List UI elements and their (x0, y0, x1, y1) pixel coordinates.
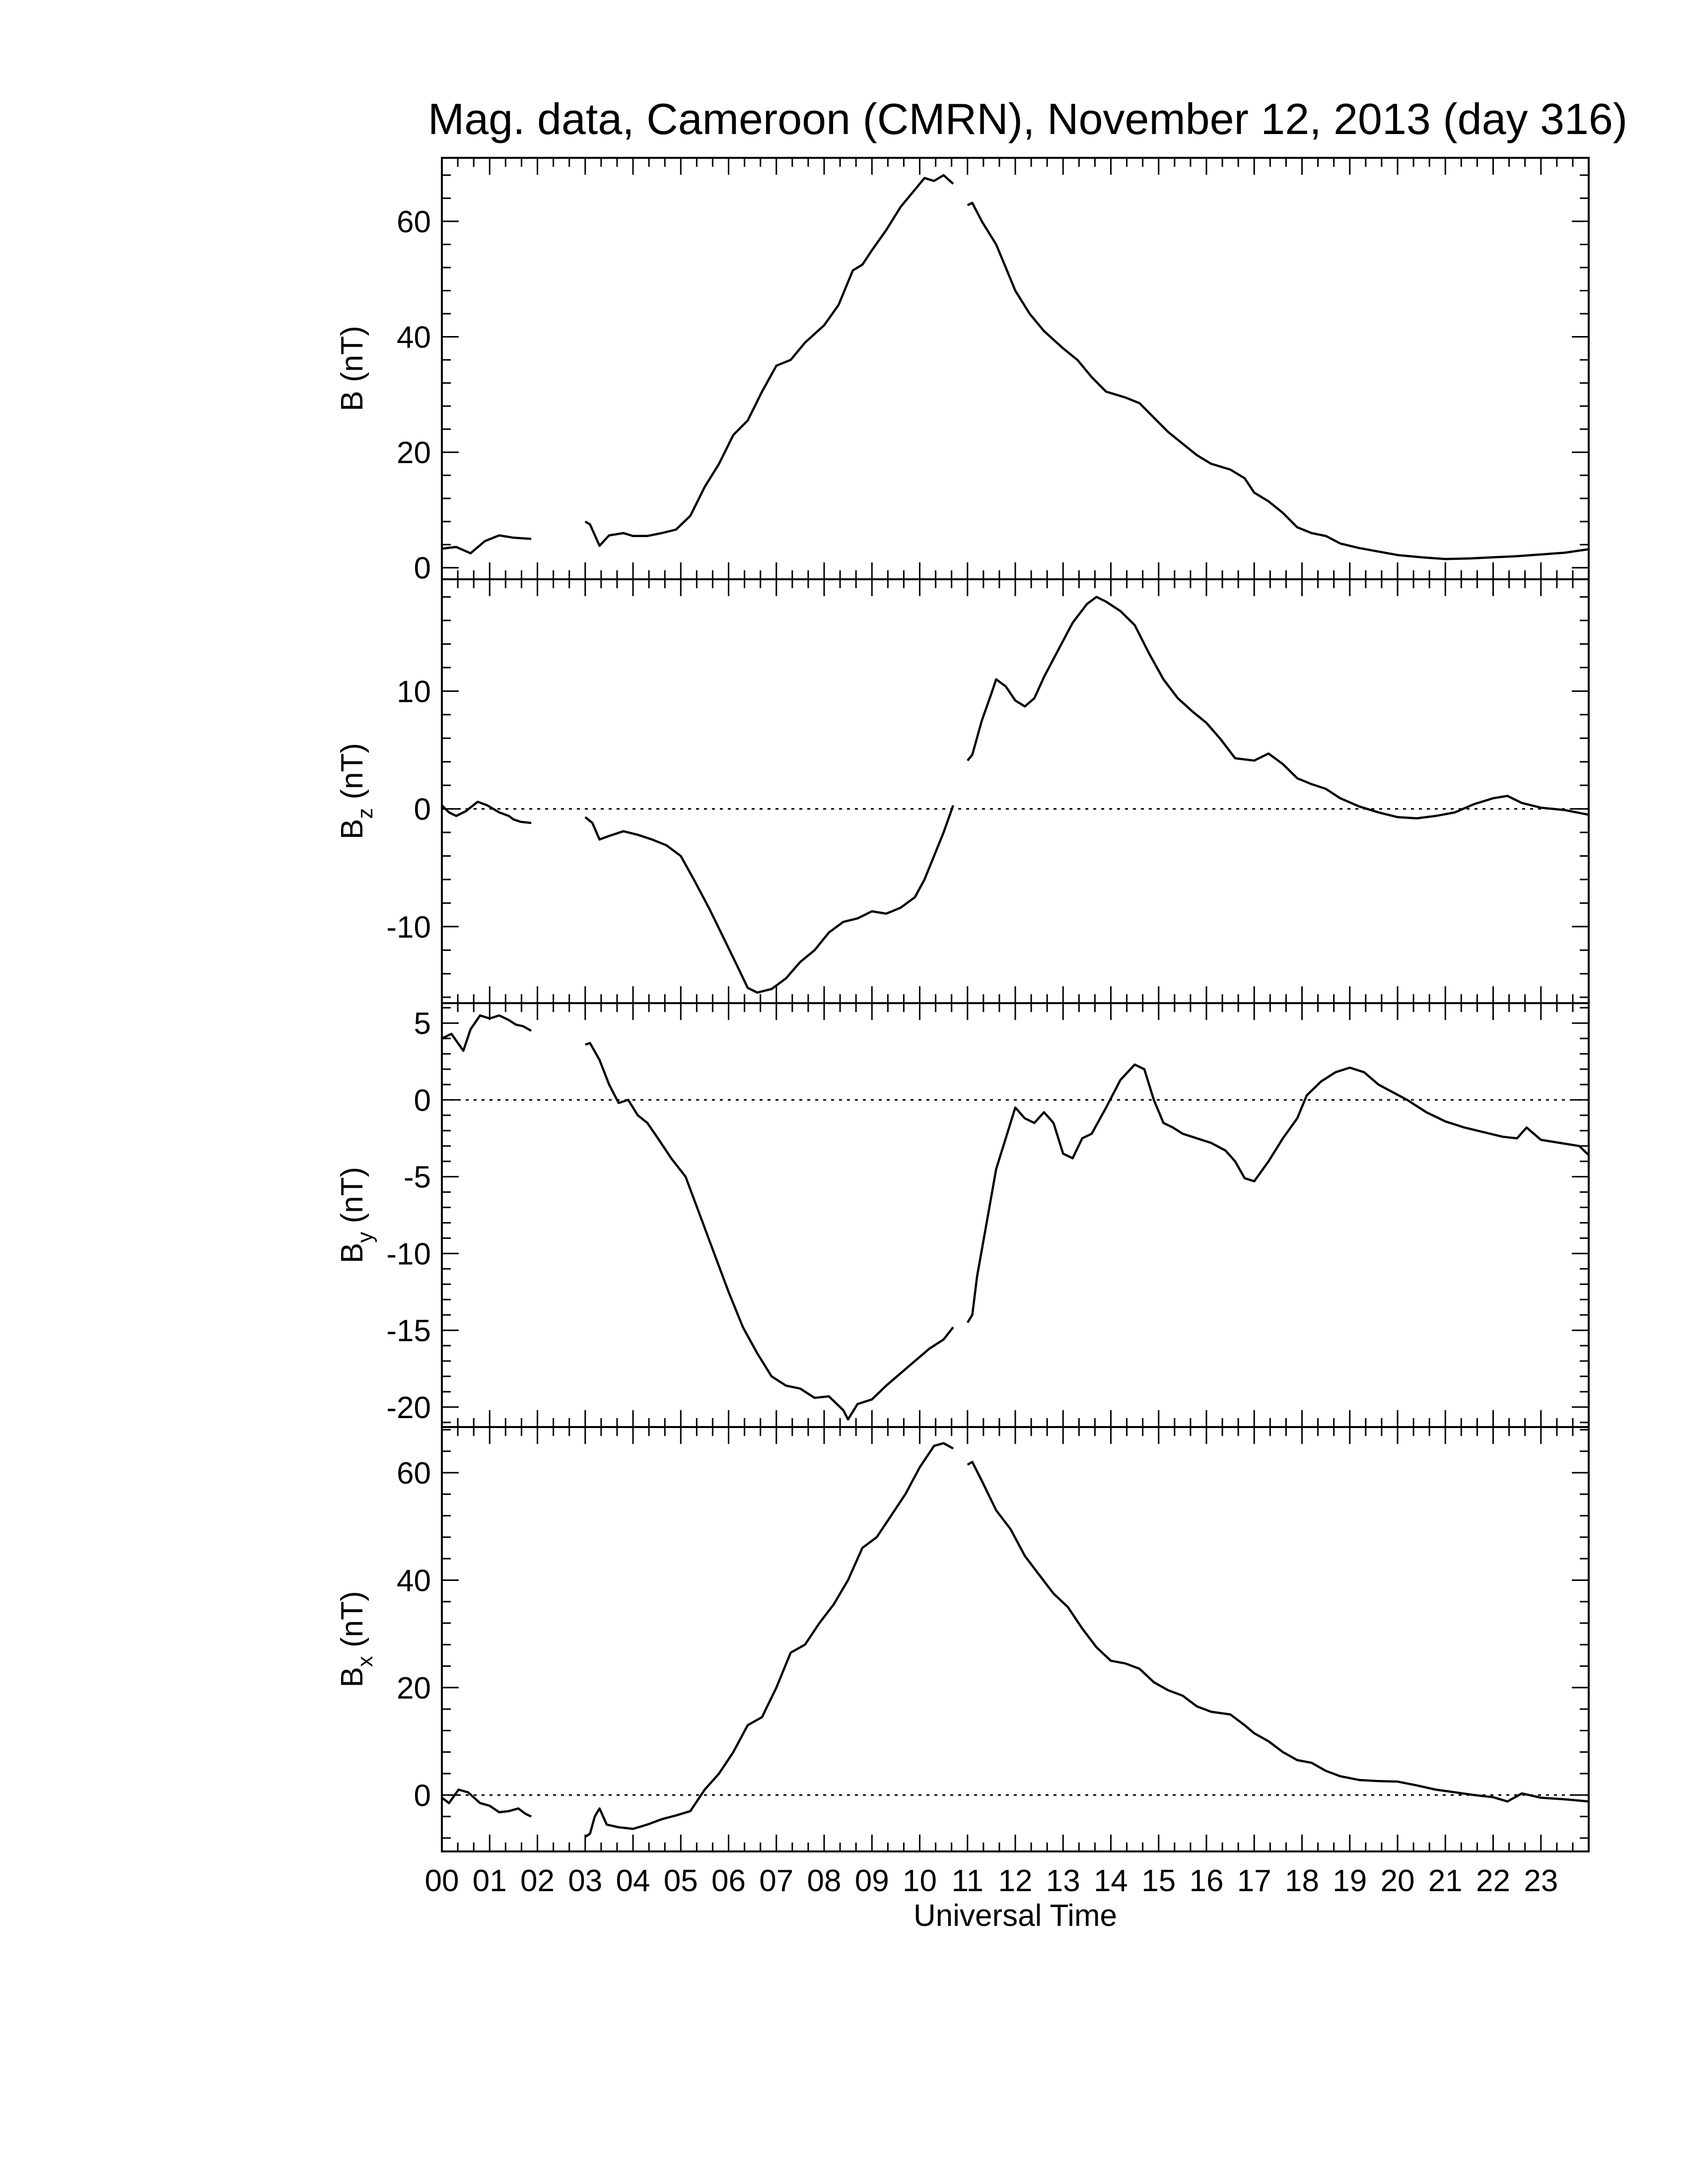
panel-Bz: -10 0 10 Bz (nT) (335, 578, 1590, 1004)
x-tick-label: 07 (759, 1864, 793, 1898)
panel-frame (441, 157, 1590, 580)
x-tick-label: 22 (1476, 1864, 1510, 1898)
y-tick-label: 10 (397, 675, 431, 709)
y-tick-label: -20 (386, 1391, 431, 1425)
x-tick-label: 05 (664, 1864, 698, 1898)
x-tick-label: 17 (1237, 1864, 1271, 1898)
x-tick-label: 01 (473, 1864, 507, 1898)
y-axis-label-By: By (nT) (335, 1167, 377, 1263)
y-axis-label-Bx: Bx (nT) (335, 1591, 377, 1687)
x-tick-label: 12 (998, 1864, 1033, 1898)
y-axis-label-B: B (nT) (335, 326, 369, 411)
series-line-By (441, 1014, 532, 1052)
x-tick-label: 16 (1190, 1864, 1224, 1898)
series-line-Bz (441, 801, 532, 824)
y-tick-label: 40 (397, 1564, 431, 1598)
series-line-Bz (967, 596, 1589, 819)
panel-frame (441, 1426, 1590, 1852)
series-line-B (967, 202, 1589, 560)
y-axis-label-Bz: Bz (nT) (335, 743, 377, 839)
x-tick-label: 14 (1094, 1864, 1128, 1898)
panels-group: 0 20 40 60 B (nT) -10 0 10 Bz (nT) -20 -15 -10 -5 0 5 B… (335, 157, 1590, 1852)
x-tick-label: 18 (1285, 1864, 1319, 1898)
series-line-Bz (584, 805, 955, 994)
x-tick-label: 21 (1428, 1864, 1463, 1898)
x-axis: 00 01 02 03 04 05 06 07 08 09 10 11 12 13 14 15 16 17 18 19… (425, 1864, 1558, 1898)
series-line-Bx (967, 1461, 1589, 1803)
x-tick-label: 10 (903, 1864, 937, 1898)
x-tick-label: 03 (568, 1864, 602, 1898)
x-tick-label: 08 (807, 1864, 842, 1898)
y-tick-label: 60 (397, 1456, 431, 1491)
y-tick-label: 40 (397, 321, 431, 355)
panel-B: 0 20 40 60 B (nT) (335, 157, 1590, 586)
x-tick-label: 00 (425, 1864, 459, 1898)
y-tick-label: 0 (414, 551, 431, 586)
y-tick-label: -5 (404, 1160, 431, 1195)
y-tick-label: -10 (386, 1237, 431, 1271)
panel-Bx: 0 20 40 60 Bx (nT) (335, 1426, 1590, 1852)
series-line-By (966, 1063, 1590, 1323)
y-tick-label: 20 (397, 436, 431, 470)
panel-By: -20 -15 -10 -5 0 5 By (nT) (335, 1002, 1590, 1428)
y-tick-label: 5 (414, 1007, 431, 1041)
y-tick-label: 60 (397, 205, 431, 239)
y-tick-label: 0 (414, 1778, 431, 1813)
panel-frame (441, 578, 1590, 1004)
x-tick-label: 06 (711, 1864, 746, 1898)
y-tick-label: 0 (414, 1084, 431, 1118)
y-tick-label: -10 (386, 910, 431, 945)
x-tick-label: 23 (1524, 1864, 1558, 1898)
y-tick-label: 0 (414, 793, 431, 827)
x-tick-label: 13 (1046, 1864, 1080, 1898)
x-tick-label: 11 (952, 1864, 984, 1898)
y-tick-label: -15 (386, 1314, 431, 1348)
series-line-B (441, 534, 532, 554)
x-tick-label: 09 (855, 1864, 889, 1898)
x-tick-label: 19 (1333, 1864, 1367, 1898)
x-tick-label: 02 (520, 1864, 555, 1898)
series-line-Bx (441, 1788, 532, 1818)
y-tick-label: 20 (397, 1671, 431, 1706)
series-line-By (585, 1042, 954, 1421)
series-line-Bx (584, 1442, 954, 1838)
x-axis-label: Universal Time (914, 1899, 1117, 1933)
chart-title: Mag. data, Cameroon (CMRN), November 12,… (428, 94, 1627, 143)
x-tick-label: 20 (1381, 1864, 1415, 1898)
series-line-B (584, 174, 954, 547)
panel-frame (441, 1002, 1590, 1428)
x-tick-label: 04 (616, 1864, 650, 1898)
x-tick-label: 15 (1141, 1864, 1176, 1898)
